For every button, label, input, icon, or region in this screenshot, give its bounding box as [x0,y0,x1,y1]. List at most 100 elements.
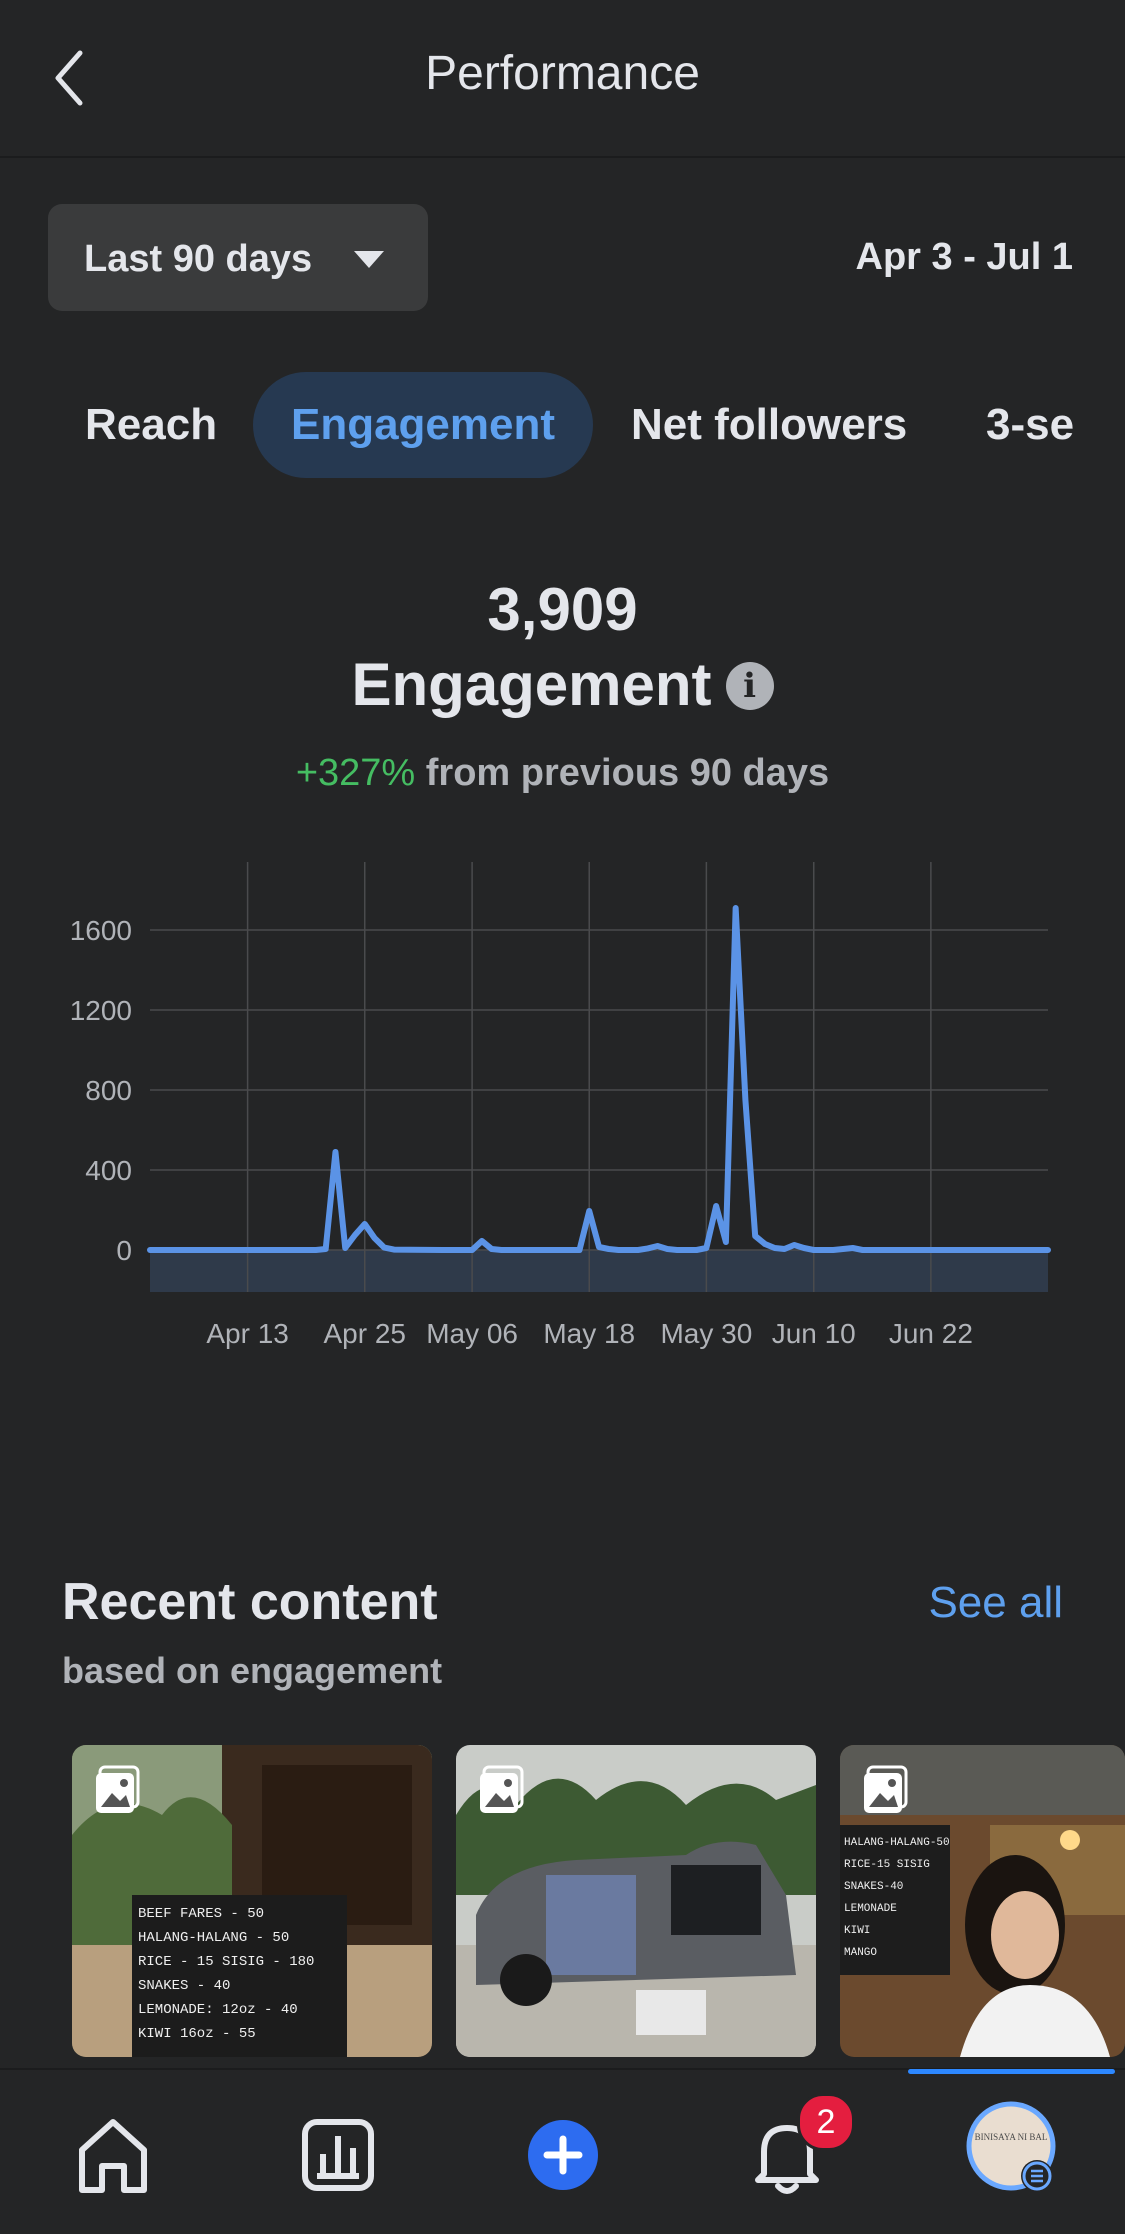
photo-type-icon [480,1765,524,1813]
home-icon[interactable] [68,2110,158,2200]
section-subtitle: based on engagement [62,1650,443,1691]
menu-board-line: SNAKES - 40 [138,1978,230,1994]
menu-board-line: LEMONADE: 12oz - 40 [138,2002,298,2018]
data-point [393,1249,395,1251]
data-point [383,1247,385,1249]
data-point [637,1249,639,1251]
x-tick-label: Jun 10 [772,1318,856,1349]
data-point [344,1247,346,1249]
data-point [481,1240,483,1242]
metric-value: 3,909 [487,576,638,643]
data-point [657,1245,659,1247]
data-point [578,1249,580,1251]
content-thumbnail[interactable] [456,1745,816,2057]
tab-engagement[interactable]: Engagement [253,372,593,478]
data-point [666,1248,668,1250]
x-tick-label: May 06 [426,1318,518,1349]
data-point [1047,1249,1049,1251]
menu-board-line: HALANG-HALANG - 50 [138,1930,289,1946]
date-range-label: Last 90 days [84,238,313,280]
data-point [832,1249,834,1251]
data-point [364,1223,366,1225]
data-point [315,1249,317,1251]
menu-board-line: HALANG-HALANG-50 [844,1837,950,1849]
menu-board-photo: BEEF FARES - 50 HALANG-HALANG - 50 RICE - … [72,1745,432,2057]
change-text: from previous 90 days [425,752,830,794]
data-point [374,1237,375,1239]
y-tick-label: 1200 [70,995,132,1026]
data-point [334,1151,336,1153]
vendor-photo: HALANG-HALANG-50 RICE-15 SISIG SNAKES-40 LE… [840,1745,1125,2057]
date-range-dropdown[interactable]: Last 90 days [48,204,428,311]
data-point [735,907,737,909]
data-point [618,1249,620,1251]
menu-board-line: KIWI 16oz - 55 [138,2026,256,2042]
profile-avatar[interactable]: BINISAYA NI BAL [965,2100,1065,2200]
menu-board-line: LEMONADE [844,1903,897,1915]
section-title: Recent content [62,1573,438,1631]
menu-board-line: MANGO [844,1947,877,1959]
data-point [491,1248,493,1250]
menu-board-line: RICE-15 SISIG [844,1859,930,1871]
data-point [852,1247,854,1249]
data-point [471,1249,473,1251]
data-point [442,1249,444,1251]
chart-svg: 0 400 800 1200 1600 Apr 13 Apr 25 May 06 May 18 M… [70,862,1051,1349]
metric-label-row: Engagement i [0,650,1125,719]
x-tick-label: May 18 [543,1318,635,1349]
data-point [754,1235,756,1237]
data-point [354,1234,356,1236]
car-stall-photo [456,1745,816,2057]
menu-board-line: SNAKES-40 [844,1881,903,1893]
y-tick-label: 1600 [70,915,132,946]
info-icon[interactable]: i [725,662,774,710]
series-line [147,905,1051,1253]
tab-net-followers[interactable]: Net followers [631,400,908,449]
content-thumbnail[interactable]: HALANG-HALANG-50 RICE-15 SISIG SNAKES-40 LE… [840,1745,1125,2057]
x-tick-label: Apr 25 [323,1318,406,1349]
data-point [676,1249,678,1251]
photo-type-icon [864,1765,908,1813]
data-point [647,1247,649,1249]
notification-badge: 2 [797,2093,855,2151]
engagement-chart[interactable]: 0 400 800 1200 1600 Apr 13 Apr 25 May 06 May 18 M… [0,850,1125,1430]
x-tick-label: Jun 22 [889,1318,973,1349]
y-tick-label: 0 [116,1235,132,1266]
data-point [764,1243,766,1245]
data-point [725,1241,727,1243]
page-title: Performance [425,47,700,100]
data-point [598,1246,600,1248]
data-point [744,1099,746,1101]
data-point [696,1249,698,1251]
chart-baseline-band [150,1250,1048,1292]
x-tick-label: May 30 [660,1318,752,1349]
date-range-text: Apr 3 - Jul 1 [855,236,1074,278]
content-thumbnail[interactable]: BEEF FARES - 50 HALANG-HALANG - 50 RICE - … [72,1745,432,2057]
see-all-link[interactable]: See all [928,1578,1063,1627]
data-point [500,1249,502,1251]
menu-board-line: KIWI [844,1925,870,1937]
data-point [588,1210,590,1212]
menu-board-line: BEEF FARES - 50 [138,1906,264,1922]
data-point [715,1205,717,1207]
x-tick-label: Apr 13 [206,1318,289,1349]
tab-reach[interactable]: Reach [85,400,218,449]
create-icon[interactable] [518,2110,608,2200]
data-point [325,1248,327,1250]
avatar-text: BINISAYA NI BAL [975,2132,1048,2142]
data-point [705,1247,707,1249]
data-point [783,1248,785,1250]
menu-board-line: RICE - 15 SISIG - 180 [138,1954,314,1970]
y-tick-label: 800 [85,1075,132,1106]
notifications-icon[interactable] [742,2110,832,2200]
tab-three-second-views[interactable]: 3-se [986,400,1075,449]
photo-type-icon [96,1765,140,1813]
back-icon[interactable] [50,48,90,108]
top-bar: Performance [0,0,1125,158]
metric-change: +327% from previous 90 days [0,752,1125,795]
data-point [793,1244,795,1246]
insights-icon[interactable] [293,2110,383,2200]
data-point [608,1248,610,1250]
y-tick-label: 400 [85,1155,132,1186]
data-point [813,1249,815,1251]
